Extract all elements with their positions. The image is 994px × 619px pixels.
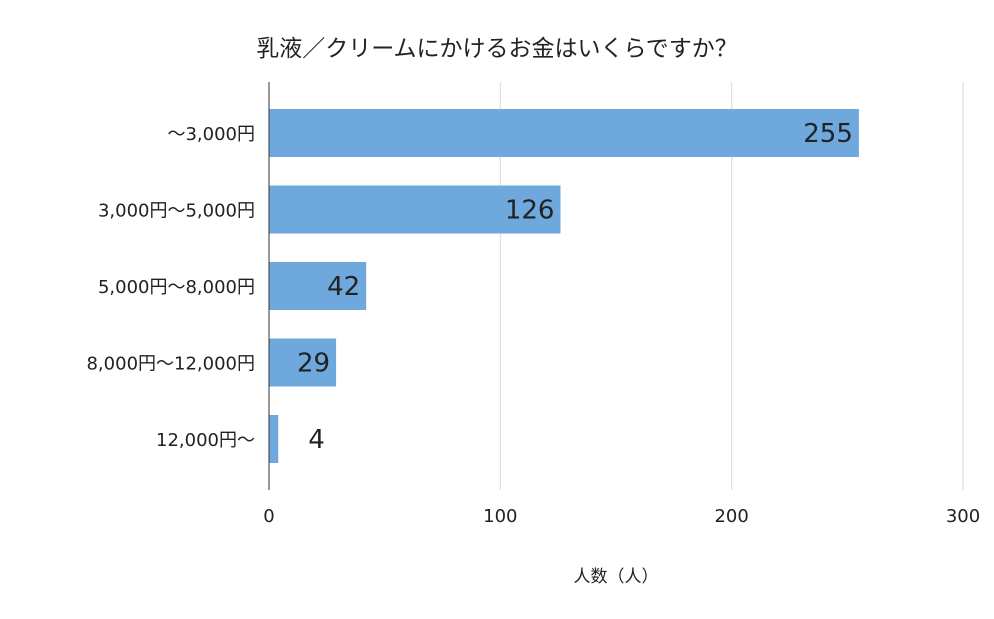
data-label: 29	[297, 349, 330, 379]
data-label: 4	[308, 425, 325, 455]
bar	[269, 415, 279, 463]
x-tick-labels: 0 100 200 300	[263, 506, 980, 527]
category-label: 8,000円～12,000円	[86, 354, 255, 375]
bars	[269, 109, 859, 463]
data-label: 255	[803, 119, 853, 149]
bar	[269, 262, 367, 310]
x-axis-title: 人数（人）	[574, 567, 659, 587]
x-tick-label: 100	[483, 506, 517, 527]
category-label: 3,000円～5,000円	[98, 201, 255, 222]
chart-title: 乳液／クリームにかけるお金はいくらですか？	[256, 36, 738, 62]
data-label: 42	[327, 272, 360, 302]
data-label: 126	[505, 196, 555, 226]
category-label: ～3,000円	[167, 124, 255, 145]
x-tick-label: 0	[263, 506, 274, 527]
x-tick-label: 300	[946, 506, 980, 527]
category-label: 5,000円～8,000円	[98, 277, 255, 298]
data-labels: 255 126 42 29 4	[297, 119, 853, 455]
category-label: 12,000円～	[156, 430, 255, 451]
category-labels: ～3,000円 3,000円～5,000円 5,000円～8,000円 8,000円～…	[86, 124, 255, 451]
bar	[269, 338, 337, 387]
bar	[269, 109, 859, 157]
bar	[269, 185, 561, 234]
x-tick-label: 200	[714, 506, 748, 527]
